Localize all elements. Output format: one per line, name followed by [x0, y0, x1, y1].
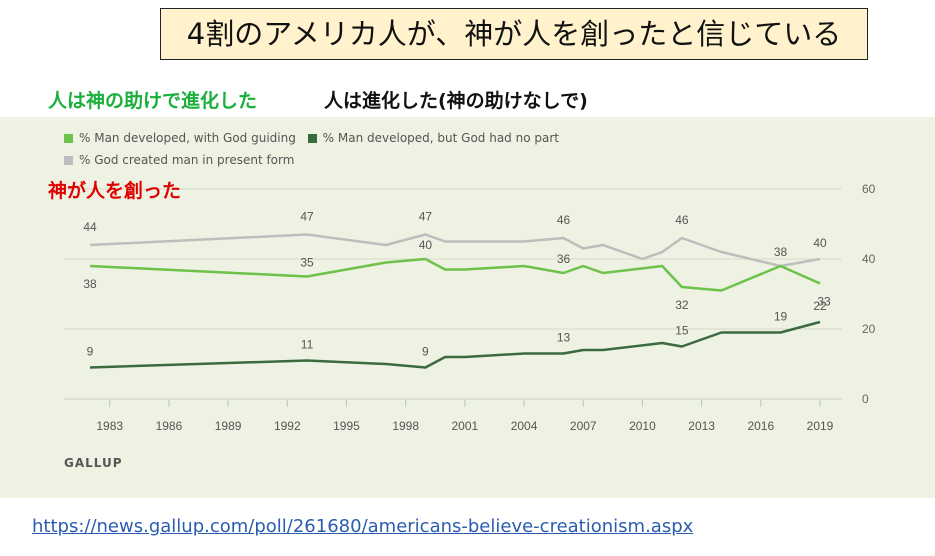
line-chart: 0 20 40 60 1983 1986 1989 1992 1995 1998 2001 2004 2…	[64, 182, 876, 433]
data-label-god_guiding-2006: 36	[557, 252, 571, 266]
x-tick-label-2007: 2007	[570, 419, 597, 433]
chart-legend: % Man developed, with God guiding % Man …	[64, 128, 567, 167]
data-label-creation-1982: 44	[83, 220, 97, 234]
legend-label-god-guiding: % Man developed, with God guiding	[79, 131, 296, 145]
y-tick-label-60: 60	[862, 182, 876, 196]
data-label-god_guiding-2017: 38	[774, 245, 788, 259]
data-label-creation-1999: 47	[419, 210, 433, 224]
data-label-creation-2012: 46	[675, 213, 689, 227]
legend-label-creation: % God created man in present form	[79, 153, 295, 167]
legend-swatch-no-god	[307, 133, 317, 143]
y-tick-label-0: 0	[862, 392, 869, 406]
page-title: 4割のアメリカ人が、神が人を創ったと信じている	[160, 8, 868, 60]
x-tick-label-2016: 2016	[747, 419, 774, 433]
data-label-god_guiding-1999: 40	[419, 238, 433, 252]
data-label-god_guiding-2019: 33	[817, 295, 831, 309]
x-tick-label-1989: 1989	[215, 419, 242, 433]
source-label: GALLUP	[64, 456, 123, 470]
data-label-no_god-1993: 11	[301, 338, 314, 352]
data-label-creation-2006: 46	[557, 213, 571, 227]
data-label-god_guiding-2012: 32	[675, 298, 689, 312]
data-label-god_guiding-1993: 35	[300, 256, 314, 270]
source-link[interactable]: https://news.gallup.com/poll/261680/amer…	[32, 516, 694, 537]
x-tick-label-1998: 1998	[392, 419, 419, 433]
annotation-god-guiding: 人は神の助けで進化した	[48, 90, 258, 112]
x-tick-label-2013: 2013	[688, 419, 715, 433]
series-line-creation	[89, 233, 821, 268]
x-tick-label-1983: 1983	[96, 419, 123, 433]
x-tick-label-2004: 2004	[511, 419, 538, 433]
legend-item-god-guiding: % Man developed, with God guiding	[64, 128, 296, 148]
x-tick-label-1986: 1986	[156, 419, 183, 433]
legend-item-no-god: % Man developed, but God had no part	[307, 128, 559, 148]
chart-panel	[0, 117, 935, 498]
legend-item-creation: % God created man in present form	[64, 150, 294, 170]
x-tick-label-2001: 2001	[452, 419, 479, 433]
data-label-god_guiding-1982: 38	[83, 277, 97, 291]
data-label-no_god-1999: 9	[422, 345, 429, 359]
annotation-creation: 神が人を創った	[48, 180, 182, 202]
annotation-no-god: 人は進化した(神の助けなしで)	[324, 90, 588, 112]
y-tick-label-40: 40	[862, 252, 876, 266]
legend-swatch-creation	[64, 155, 73, 165]
legend-label-no-god: % Man developed, but God had no part	[322, 131, 559, 145]
legend-swatch-god-guiding	[64, 133, 73, 143]
data-label-no_god-2006: 13	[557, 331, 571, 345]
data-label-no_god-2019: 22	[813, 299, 827, 313]
data-label-no_god-2012: 15	[675, 324, 689, 338]
data-label-creation-2019: 40	[813, 236, 827, 250]
data-label-no_god-1982: 9	[87, 345, 94, 359]
data-label-creation-1993: 47	[300, 210, 314, 224]
series-line-god_guiding	[89, 257, 821, 292]
x-tick-label-2010: 2010	[629, 419, 656, 433]
x-tick-label-2019: 2019	[807, 419, 834, 433]
x-tick-label-1992: 1992	[274, 419, 301, 433]
y-tick-label-20: 20	[862, 322, 876, 336]
series-line-no_god	[89, 320, 821, 369]
data-label-no_god-2017: 19	[774, 310, 788, 324]
x-tick-label-1995: 1995	[333, 419, 360, 433]
